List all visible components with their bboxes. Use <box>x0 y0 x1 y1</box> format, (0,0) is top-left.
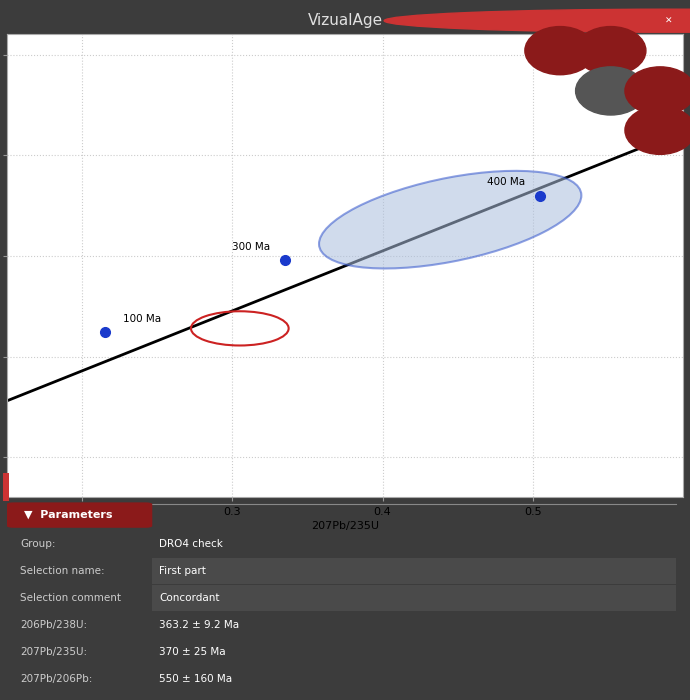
Text: 363.2 ± 9.2 Ma: 363.2 ± 9.2 Ma <box>159 620 239 631</box>
Circle shape <box>384 9 690 32</box>
Text: Selection comment: Selection comment <box>21 594 121 603</box>
Text: 370 ± 25 Ma: 370 ± 25 Ma <box>159 648 226 657</box>
Text: 207Pb/235U:: 207Pb/235U: <box>21 648 88 657</box>
Circle shape <box>625 106 690 155</box>
Circle shape <box>525 27 595 75</box>
Text: VizualAge: VizualAge <box>308 13 382 28</box>
Text: ✕: ✕ <box>664 16 672 25</box>
Circle shape <box>625 67 690 115</box>
FancyBboxPatch shape <box>7 503 152 528</box>
Text: 400 Ma: 400 Ma <box>487 177 525 188</box>
Text: DRO4 check: DRO4 check <box>159 539 223 550</box>
Circle shape <box>575 27 646 75</box>
Text: Selection name:: Selection name: <box>21 566 105 576</box>
Text: First part: First part <box>159 566 206 576</box>
Text: 550 ± 160 Ma: 550 ± 160 Ma <box>159 675 232 685</box>
Ellipse shape <box>319 171 582 269</box>
Circle shape <box>575 67 646 115</box>
Text: Concordant: Concordant <box>159 594 219 603</box>
Text: 206Pb/238U:: 206Pb/238U: <box>21 620 88 631</box>
Text: 100 Ma: 100 Ma <box>123 314 161 324</box>
Text: Group:: Group: <box>21 539 56 550</box>
Text: 207Pb/206Pb:: 207Pb/206Pb: <box>21 675 92 685</box>
X-axis label: 207Pb/235U: 207Pb/235U <box>311 521 379 531</box>
Bar <box>152 558 676 584</box>
Bar <box>152 584 676 611</box>
Text: ▼  Parameters: ▼ Parameters <box>23 510 112 519</box>
Text: 300 Ma: 300 Ma <box>232 242 270 252</box>
